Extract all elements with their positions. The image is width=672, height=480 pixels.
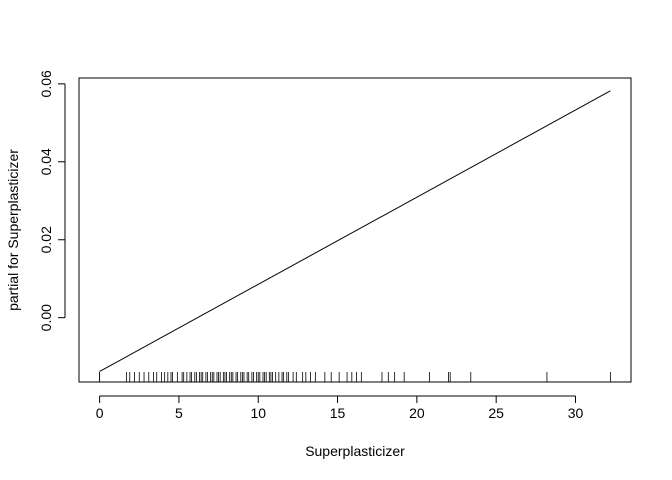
y-tick-label: 0.00 [38,304,54,331]
y-tick-label: 0.04 [38,148,54,175]
x-axis: 0 5 10 15 20 25 30 [96,395,584,421]
y-tick-label: 0.02 [38,226,54,253]
rug-marks [99,372,611,382]
series-lines [99,90,611,372]
x-tick-label: 30 [568,405,584,421]
x-tick-label: 15 [330,405,346,421]
x-tick-label: 0 [96,405,104,421]
plot-box [78,77,632,383]
y-axis-label: partial for Superplasticizer [5,149,21,311]
x-tick-label: 20 [409,405,425,421]
x-tick-label: 25 [488,405,504,421]
x-tick-label: 5 [175,405,183,421]
partial-line [99,90,611,372]
y-tick-label: 0.06 [38,70,54,97]
x-tick-label: 10 [250,405,266,421]
y-axis: 0.00 0.02 0.04 0.06 [38,70,66,331]
x-axis-label: Superplasticizer [305,443,405,459]
